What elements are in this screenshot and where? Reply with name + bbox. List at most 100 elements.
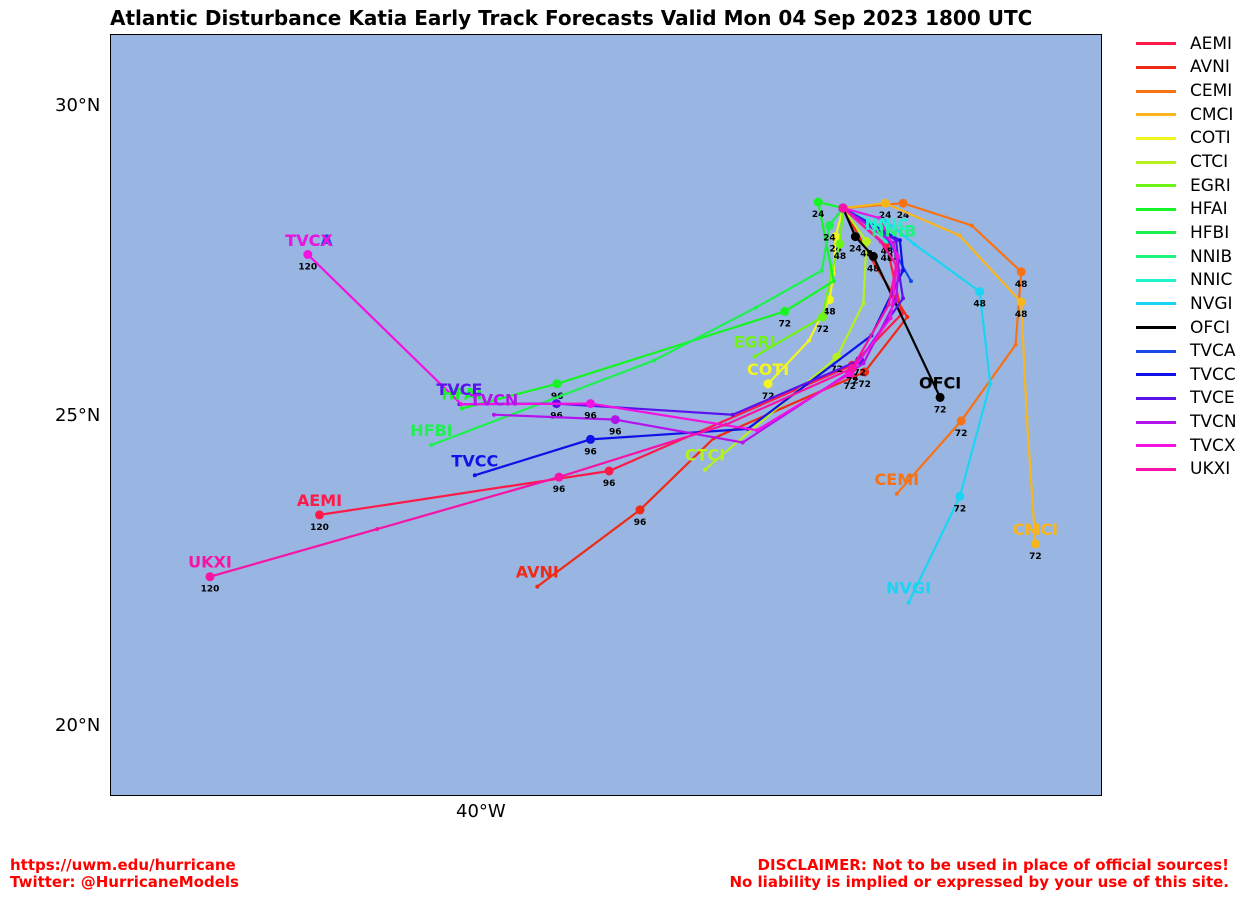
legend-item-nnib: NNIB (1136, 245, 1237, 269)
legend-label: OFCI (1190, 317, 1231, 338)
track-label-ofci: OFCI (919, 373, 961, 392)
forecast-hour-label: 72 (853, 368, 866, 378)
track-point (861, 301, 866, 306)
legend-swatch (1136, 278, 1176, 282)
track-point (888, 316, 893, 321)
forecast-hour-label: 24 (897, 211, 910, 221)
track-point (824, 221, 834, 230)
track-label-nvgi: NVGI (886, 579, 931, 598)
forecast-hour-label: 24 (823, 234, 836, 244)
forecast-hour-label: 48 (1015, 280, 1028, 290)
forecast-hour-label: 96 (584, 447, 597, 457)
track-point (868, 251, 878, 261)
forecast-hour-label: 48 (881, 254, 894, 264)
lon-tick-40w: 40°W (456, 801, 506, 822)
track-point (303, 250, 313, 259)
legend-swatch (1136, 136, 1176, 140)
track-point (835, 239, 845, 249)
forecast-hour-label: 72 (934, 405, 947, 415)
track-label-tvcc: TVCC (451, 451, 498, 470)
legend-item-cemi: CEMI (1136, 79, 1237, 103)
track-hfbi: 24 (429, 203, 848, 447)
track-label-nnic: NNIC (865, 215, 909, 234)
track-label-hfbi: HFBI (410, 421, 452, 440)
forecast-hour-label: 72 (762, 392, 775, 402)
legend-label: CTCI (1190, 152, 1229, 173)
track-label-aemi: AEMI (297, 491, 342, 510)
legend-label: CEMI (1190, 81, 1233, 102)
legend-swatch (1136, 207, 1176, 211)
track-point (459, 402, 464, 407)
track-point (894, 263, 899, 267)
legend-label: AEMI (1190, 33, 1233, 54)
track-label-tvce: TVCE (436, 380, 482, 399)
website-link[interactable]: https://uwm.edu/hurricane (10, 856, 236, 874)
legend-item-tvcc: TVCC (1136, 363, 1237, 387)
track-point (755, 428, 759, 433)
twitter-handle: Twitter: @HurricaneModels (10, 873, 239, 891)
forecast-hour-label: 120 (201, 585, 220, 595)
track-point (862, 237, 871, 246)
track-label-nnib: NNIB (871, 221, 916, 240)
legend-swatch (1136, 42, 1176, 46)
track-point (861, 361, 866, 366)
track-point (652, 358, 657, 363)
legend-label: NNIB (1190, 246, 1233, 267)
forecast-hour-label: 48 (867, 264, 880, 274)
track-point (818, 312, 828, 322)
lat-tick-25: 25°N (55, 405, 101, 426)
track-point (957, 233, 962, 238)
track-point (492, 412, 496, 417)
track-label-ukxi: UKXI (188, 553, 232, 572)
track-point (955, 491, 965, 501)
forecast-hour-label: 72 (1029, 552, 1042, 562)
track-point (906, 600, 911, 605)
track-point (552, 379, 562, 389)
track-line-coti (767, 207, 845, 385)
track-point (472, 473, 477, 478)
track-point (896, 254, 900, 259)
forecast-hour-label: 96 (584, 412, 597, 422)
legend-swatch (1136, 89, 1176, 93)
legend-swatch (1136, 231, 1176, 235)
legend-item-tvcn: TVCN (1136, 410, 1237, 434)
track-point (880, 198, 890, 208)
track-point (635, 505, 645, 515)
forecast-hour-label: 24 (829, 245, 842, 255)
forecast-hour-label: 120 (310, 523, 329, 533)
track-point (860, 367, 870, 377)
forecast-hour-label: 72 (858, 380, 871, 390)
track-point (969, 223, 974, 228)
forecast-hour-label: 48 (834, 252, 847, 262)
forecast-hour-label: 72 (779, 319, 792, 329)
track-point (894, 491, 899, 496)
footer-credits: https://uwm.edu/hurricane Twitter: @Hurr… (10, 857, 239, 891)
track-point (897, 238, 902, 243)
track-point (724, 422, 728, 427)
track-point (205, 572, 215, 582)
track-point (838, 203, 848, 213)
track-point (813, 197, 823, 207)
forecast-hour-label: 48 (887, 253, 900, 263)
track-point (763, 379, 773, 389)
legend-label: TVCN (1190, 412, 1237, 433)
legend-item-hfai: HFAI (1136, 197, 1237, 221)
legend-item-aemi: AEMI (1136, 32, 1237, 56)
track-point (807, 338, 811, 343)
legend-label: CMCI (1190, 104, 1234, 125)
track-point (315, 510, 324, 520)
legend-label: TVCX (1190, 435, 1236, 456)
track-point (883, 218, 888, 223)
forecast-hour-label: 48 (973, 300, 986, 310)
track-point (896, 268, 901, 273)
forecast-hour-label: 24 (879, 211, 892, 221)
track-plot: 4872961207296244872244872244872487248722… (188, 197, 1058, 605)
legend-swatch (1136, 113, 1176, 117)
forecast-hour-label: 96 (603, 479, 616, 489)
track-point (878, 239, 883, 244)
track-label-ctci: CTCI (685, 446, 725, 465)
disclaimer-line-2: No liability is implied or expressed by … (729, 873, 1229, 891)
disclaimer-line-1: DISCLAIMER: Not to be used in place of o… (757, 856, 1229, 874)
map-area[interactable]: 48 72 96 120 72 96 24 48 72 24 48 72 24 48 72 48 72 48 72 2… (110, 34, 1102, 796)
forecast-hour-label: 48 (1015, 310, 1028, 320)
